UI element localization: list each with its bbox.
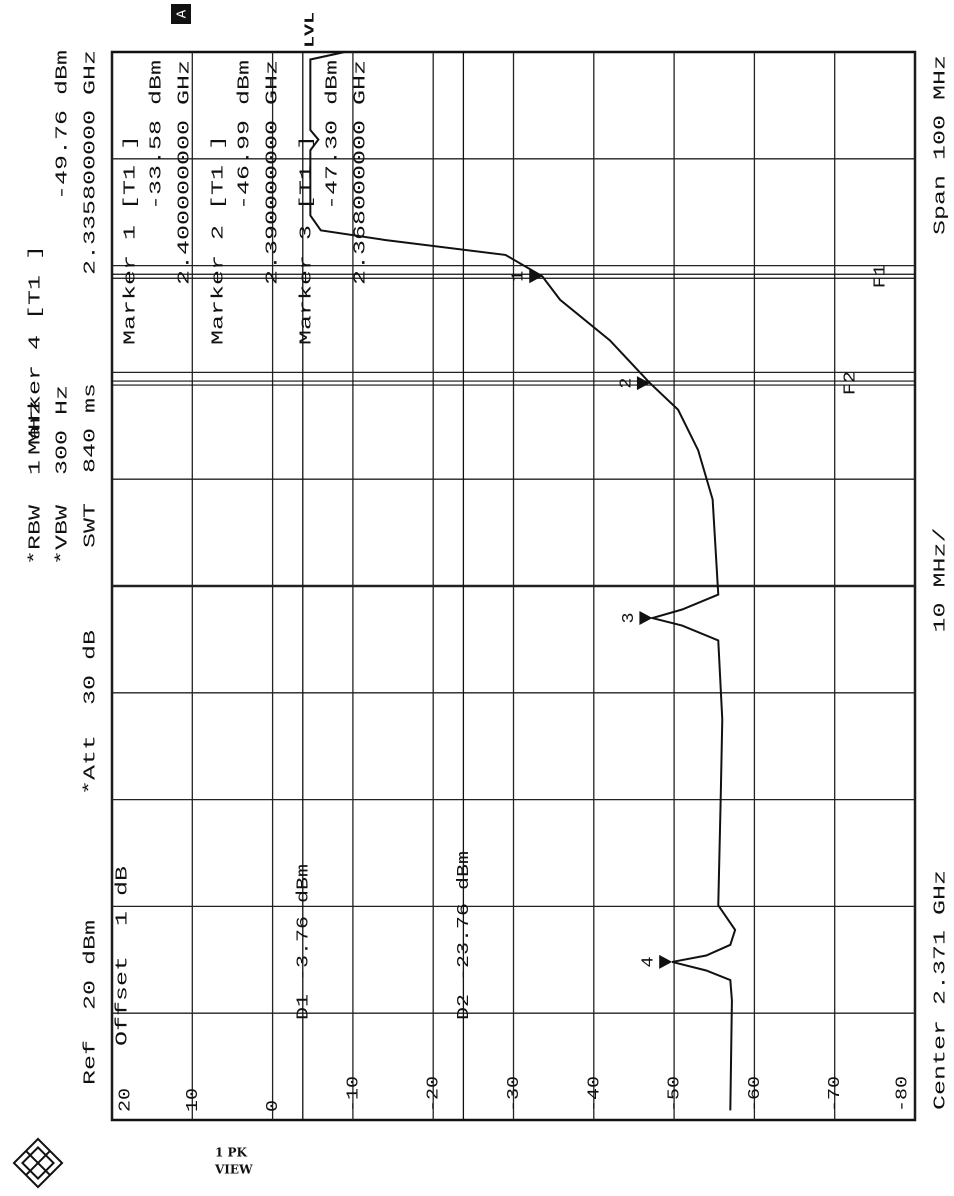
frequency-span: Span 100 MHz: [931, 55, 950, 235]
marker-title: Marker 2 [T1 ]: [209, 135, 228, 345]
logo: [12, 1137, 64, 1189]
marker-triangle: [636, 376, 650, 391]
a-box: [171, 4, 191, 24]
marker-frequency: 2.368000000 GHz: [351, 60, 370, 285]
y-tick-label: 0: [264, 1100, 283, 1112]
sweep-time: SWT 840 ms: [81, 383, 100, 548]
display-line-label: D1 -3.76 dBm: [294, 864, 313, 1020]
lvl-indicator: LVL: [303, 12, 319, 48]
marker-frequency: 2.400000000 GHz: [175, 60, 194, 285]
y-tick-label: -80: [893, 1076, 912, 1112]
y-tick-label: -70: [826, 1076, 845, 1112]
marker-frequency: 2.335800000 GHz: [81, 50, 100, 275]
marker-triangle: [639, 611, 653, 626]
attenuation: *Att 30 dB: [81, 630, 100, 795]
marker-number: 1: [510, 271, 529, 282]
marker-level: -49.76 dBm: [53, 50, 72, 200]
ref-level: Ref 20 dBm: [81, 920, 100, 1085]
marker-level: -33.58 dBm: [147, 60, 166, 210]
marker-level: -46.99 dBm: [235, 60, 254, 210]
vbw: *VBW 300 Hz: [53, 385, 72, 565]
marker-title: Marker 4 [T1 ]: [26, 245, 45, 455]
a-indicator: A: [175, 9, 191, 18]
marker-number: 3: [620, 613, 639, 624]
marker-triangle: [529, 269, 543, 284]
marker-title: Marker 3 [T1 ]: [297, 135, 316, 345]
trace-view: VIEW: [214, 1163, 253, 1177]
ref-offset: Offset 1 dB: [113, 866, 132, 1046]
center-frequency: Center 2.371 GHz: [931, 870, 950, 1110]
marker-frequency: 2.390000000 GHz: [263, 60, 282, 285]
marker-level: -47.30 dBm: [323, 60, 342, 210]
marker-title: Marker 1 [T1 ]: [121, 135, 140, 345]
trace: [309, 51, 737, 1111]
frequency-line-label: F1: [871, 264, 890, 288]
y-tick-label: 10: [184, 1088, 203, 1112]
y-tick-label: -40: [585, 1076, 604, 1112]
marker-triangle: [659, 954, 673, 969]
y-tick-label: -30: [505, 1076, 524, 1112]
y-tick-label: -60: [746, 1076, 765, 1112]
marker-number: 4: [640, 956, 659, 967]
trace-mode: 1 PK: [215, 1146, 248, 1160]
y-tick-label: -20: [425, 1076, 444, 1112]
display-line-label: D2 -23.76 dBm: [455, 851, 474, 1020]
marker-number: 2: [617, 378, 636, 389]
rbw: *RBW 1 MHz: [26, 400, 45, 565]
rotated-plot: 20 10 0 -10 -20 -30 -40 -50 -60 -70 -80 D1 -3.76 dB…: [26, 4, 950, 1122]
frequency-line-label: F2: [841, 371, 860, 395]
y-tick-label: 20: [116, 1088, 135, 1112]
y-tick-label: -10: [344, 1076, 363, 1112]
y-tick-label: -50: [666, 1076, 685, 1112]
frequency-per-division: 10 MHz/: [931, 528, 950, 633]
